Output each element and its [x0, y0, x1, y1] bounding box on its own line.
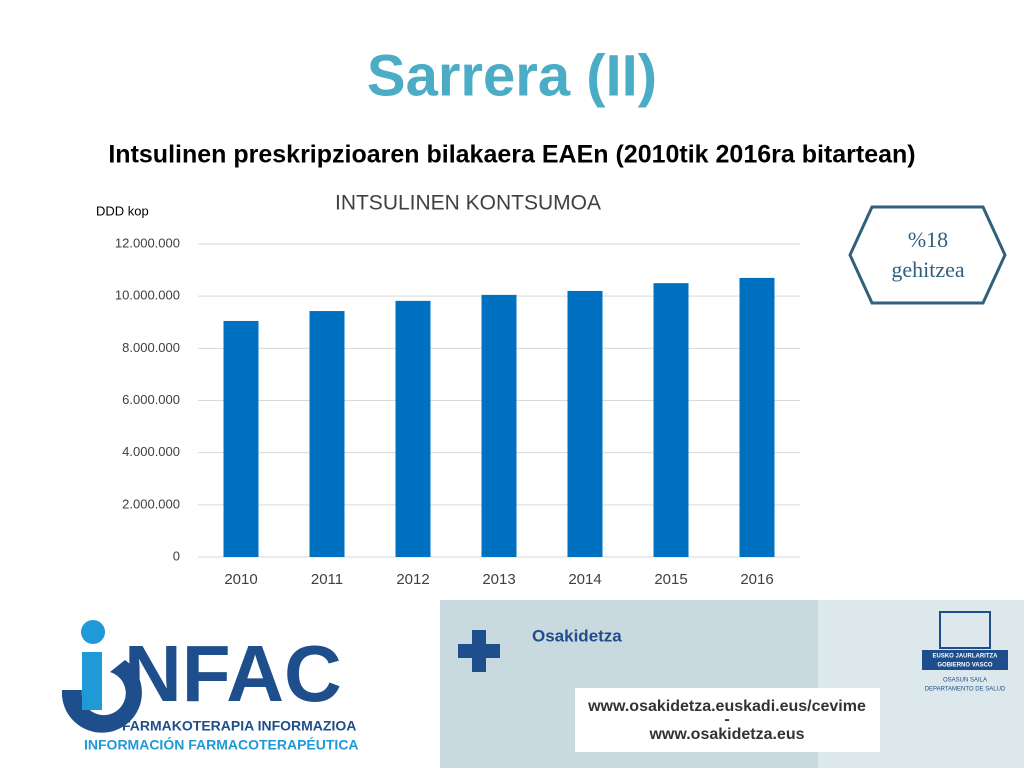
- logo-swoosh: [61, 660, 142, 733]
- bar: [481, 294, 517, 557]
- logo-i: [82, 652, 102, 710]
- logo-dot: [81, 620, 105, 644]
- bar: [739, 277, 775, 557]
- y-tick-label: 12.000.000: [115, 235, 180, 250]
- slide-subtitle: Intsulinen preskripzioaren bilakaera EAE…: [108, 141, 915, 169]
- logo-subtitle: INFORMACIÓN FARMACOTERAPÉUTICA: [84, 736, 359, 753]
- url-box: [575, 688, 880, 752]
- bar: [395, 300, 431, 557]
- y-tick-label: 10.000.000: [115, 288, 180, 303]
- logo-subtitle: FARMAKOTERAPIA INFORMAZIOA: [122, 718, 356, 734]
- bar: [309, 311, 345, 557]
- y-axis-label: DDD kop: [96, 203, 149, 218]
- x-tick-label: 2014: [568, 571, 601, 588]
- brand: Osakidetza: [532, 626, 622, 645]
- slide-title: Sarrera (II): [367, 43, 657, 108]
- y-tick-label: 6.000.000: [122, 392, 180, 407]
- callout-text: gehitzea: [891, 257, 965, 282]
- dept-name: OSASUN SAILA: [943, 678, 987, 684]
- bar: [653, 283, 689, 557]
- gov-emblem: [939, 611, 991, 649]
- gov-box: [922, 650, 1008, 670]
- x-tick-label: 2013: [482, 571, 515, 588]
- gov-name: GOBIERNO VASCO: [937, 663, 993, 669]
- y-tick-label: 8.000.000: [122, 340, 180, 355]
- logo-text: NFAC: [124, 629, 342, 718]
- chart-title: INTSULINEN KONTSUMOA: [335, 192, 601, 215]
- x-tick-label: 2012: [396, 571, 429, 588]
- dept-name: DEPARTAMENTO DE SALUD: [925, 687, 1006, 693]
- callout-text: %18: [908, 227, 948, 252]
- url: www.osakidetza.euskadi.eus/cevime: [587, 698, 866, 715]
- y-tick-label: 0: [173, 548, 180, 563]
- callout-hexagon: [848, 205, 1007, 305]
- bar: [223, 320, 259, 557]
- gov-name: EUSKO JAURLARITZA: [932, 654, 998, 660]
- bar: [567, 290, 603, 557]
- x-tick-label: 2015: [654, 571, 687, 588]
- y-tick-label: 2.000.000: [122, 496, 180, 511]
- y-tick-label: 4.000.000: [122, 444, 180, 459]
- x-tick-label: 2010: [224, 571, 257, 588]
- url: www.osakidetza.eus: [648, 726, 804, 743]
- separator: -: [724, 711, 729, 728]
- osakidetza-logo: [458, 630, 500, 672]
- x-tick-label: 2011: [311, 571, 343, 588]
- x-tick-label: 2016: [740, 571, 773, 588]
